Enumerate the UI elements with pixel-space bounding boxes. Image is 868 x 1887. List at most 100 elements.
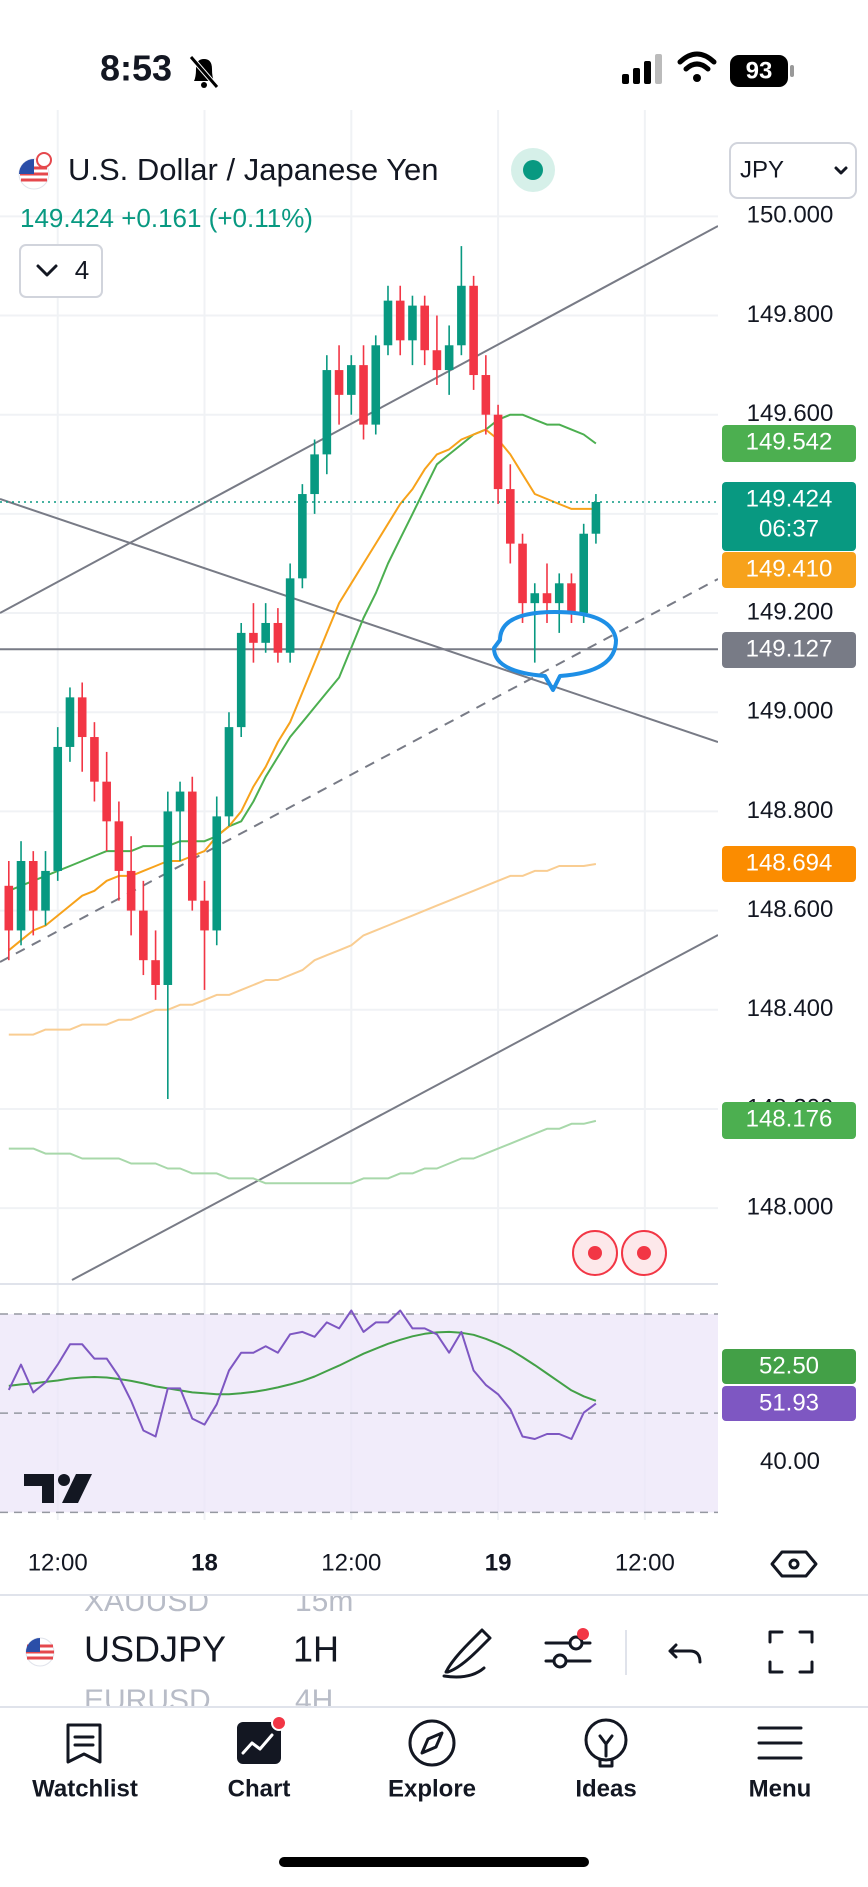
nav-label: Watchlist [32, 1775, 138, 1802]
currency: JPY [740, 156, 784, 183]
price-label: 149.410 [746, 555, 833, 582]
price-label-box [722, 482, 856, 551]
fullscreen[interactable] [768, 1630, 814, 1674]
candle-body [175, 791, 185, 812]
signal-icon [622, 54, 662, 84]
candle-body [518, 543, 527, 604]
indicators-button[interactable]: 4 [19, 244, 103, 298]
price-label-box [722, 1386, 856, 1421]
interval[interactable]: 1H [293, 1629, 339, 1670]
candle-body [359, 365, 368, 425]
candle-body [383, 300, 393, 346]
indicators-tool[interactable] [544, 1628, 592, 1669]
bottom-nav: Watchlist Chart Explore Ideas Menu [32, 1715, 812, 1802]
symbol-name: U.S. Dollar / Japanese Yen [68, 152, 439, 187]
candle-body [298, 494, 307, 579]
price-label-box [722, 425, 856, 462]
alerts[interactable] [572, 1230, 667, 1276]
indicator-count: 4 [75, 255, 89, 285]
rsi-plot [7, 1309, 597, 1440]
candle-body [236, 632, 246, 728]
candle-body [114, 821, 124, 871]
battery-nub [790, 65, 794, 77]
rsi-tick-label: 40.00 [760, 1448, 820, 1475]
candle-body [41, 870, 50, 911]
nav-chart[interactable]: Chart [228, 1715, 291, 1802]
candle-body [77, 697, 87, 738]
candle-body [249, 632, 258, 643]
battery-level: 93 [746, 57, 773, 84]
candle-body [273, 622, 283, 653]
trend-line [0, 498, 718, 743]
x-tick-label: 19 [485, 1549, 512, 1576]
rsi-band [0, 1314, 718, 1513]
draw-tool[interactable] [442, 1628, 492, 1679]
price-label-box [722, 1349, 856, 1384]
settings-button[interactable] [770, 1550, 818, 1578]
rsi-line [7, 1309, 597, 1440]
time-axis: 12:00 18 12:00 19 12:00 [28, 1549, 675, 1576]
nav-watchlist[interactable]: Watchlist [32, 1723, 138, 1802]
candle-body [200, 900, 209, 931]
candle-body [567, 583, 576, 614]
clock: 8:53 [100, 48, 172, 89]
candle-body [16, 861, 26, 931]
candle-body [163, 811, 173, 985]
candle-body [28, 861, 38, 911]
candle-body [261, 622, 270, 643]
price-label: 149.424 [746, 485, 833, 512]
price-label: 148.694 [746, 849, 833, 876]
silent-icon [189, 55, 219, 89]
symbol[interactable]: USDJPY [84, 1629, 226, 1670]
hand-drawn-circle [492, 610, 618, 692]
trend-line [0, 225, 718, 614]
ghost-symbol: EURUSD [84, 1684, 211, 1717]
price-axis: 148.000148.200148.400148.600148.800149.0… [722, 202, 856, 1475]
candle-body [469, 285, 478, 376]
candle-body [457, 285, 466, 346]
candle-body [506, 489, 515, 544]
drawings [0, 225, 718, 1281]
candle-body [554, 583, 564, 604]
candle-body [4, 885, 14, 931]
candle-body [334, 370, 344, 395]
candle-body [408, 305, 417, 341]
price-label: 52.50 [759, 1352, 819, 1379]
nav-explore[interactable]: Explore [388, 1719, 476, 1802]
y-tick-label: 148.800 [747, 797, 834, 824]
price-label: 148.176 [746, 1105, 833, 1132]
currency-dropdown[interactable]: JPY [729, 142, 857, 199]
candle-body [444, 345, 454, 371]
candle-body [542, 593, 552, 604]
candle-body [322, 370, 332, 455]
candle-body [102, 781, 111, 822]
rsi-background [0, 1313, 718, 1514]
price-plot [0, 246, 718, 1185]
x-tick-label: 18 [191, 1549, 218, 1576]
rsi-ma-line [8, 1330, 597, 1402]
candle-body [139, 910, 148, 961]
candle-body [420, 305, 429, 351]
candle-body [579, 533, 588, 614]
price-label: 149.542 [746, 428, 833, 455]
undo[interactable] [668, 1643, 702, 1664]
candle-body [591, 501, 601, 534]
candle-body [530, 593, 540, 604]
x-tick-label: 12:00 [28, 1549, 88, 1576]
candle-body [432, 350, 442, 371]
nav-menu[interactable]: Menu [749, 1726, 812, 1802]
nav-label: Explore [388, 1775, 476, 1802]
candle-body [187, 791, 197, 901]
candle-body [481, 375, 491, 415]
price-label-box [722, 1102, 856, 1139]
candle-body [371, 345, 381, 425]
price-label-box [722, 632, 856, 668]
price-label: 06:37 [759, 515, 819, 542]
candle-body [53, 746, 63, 871]
nav-ideas[interactable]: Ideas [575, 1718, 637, 1802]
candle-body [90, 737, 99, 782]
candle-body [151, 960, 160, 985]
tradingview-logo [24, 1474, 92, 1503]
